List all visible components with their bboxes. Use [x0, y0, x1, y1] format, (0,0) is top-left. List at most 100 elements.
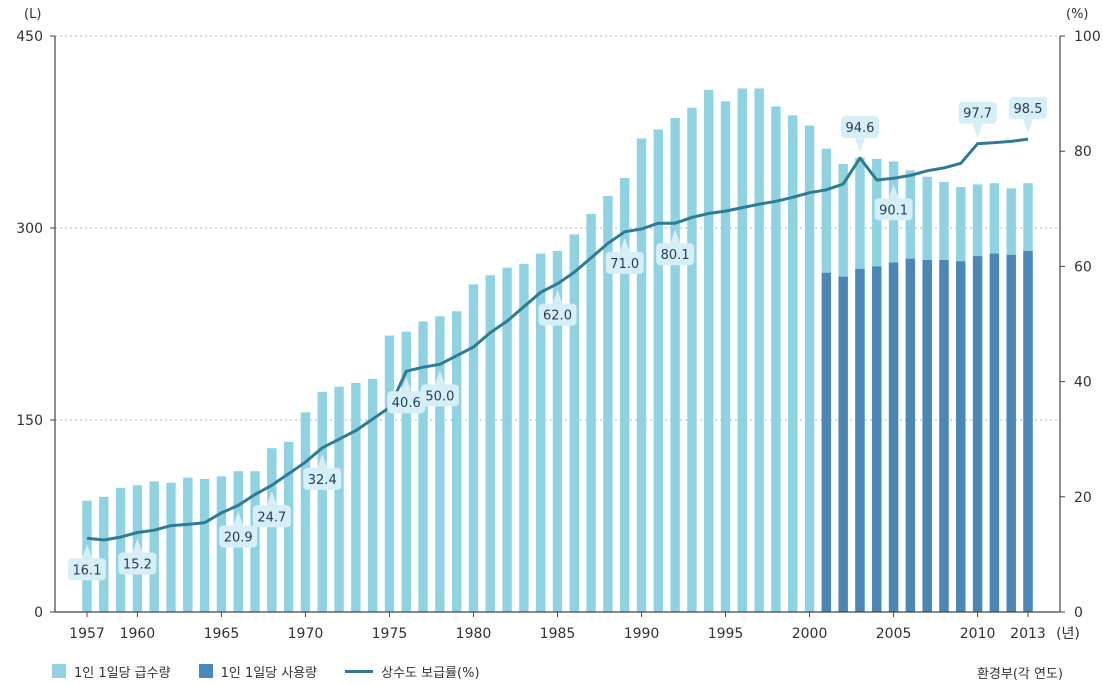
right-tick-label: 40 [1074, 375, 1092, 391]
left-axis-unit: (L) [24, 7, 41, 22]
coverage-rate-line [86, 137, 1029, 542]
data-label: 62.0 [538, 289, 577, 326]
data-label: 24.7 [252, 491, 291, 528]
data-label-pointer [670, 229, 681, 244]
supply-bar [485, 275, 495, 612]
left-tick-label: 450 [16, 29, 43, 45]
supply-bar [401, 331, 411, 612]
data-label-box [840, 116, 879, 139]
data-label: 16.1 [68, 544, 106, 581]
data-label-pointer [132, 538, 143, 553]
data-label-pointer [317, 453, 328, 468]
supply-bar [283, 441, 294, 612]
usage-bar [972, 256, 983, 612]
x-tick-label: 2000 [792, 626, 828, 642]
supply-bar [199, 478, 210, 612]
supply-bar [183, 477, 193, 612]
legend-swatch-rate [345, 669, 374, 673]
data-label-text: 20.9 [224, 530, 253, 545]
supply-bar [351, 382, 361, 612]
data-label: 98.5 [1009, 97, 1047, 134]
supply-bar [636, 138, 647, 612]
left-tick-label: 300 [16, 221, 43, 237]
supply-bar [603, 196, 613, 612]
legend-item-supply: 1인 1일당 급수량 [52, 662, 171, 681]
data-label-pointer [854, 138, 865, 153]
x-tick-label: 1990 [624, 626, 660, 642]
labels-layer: 16.1 15.2 20.9 24.7 32.4 40.6 50.0 62.0 71.0 80.1… [68, 97, 1047, 581]
data-label-text: 94.6 [845, 121, 874, 136]
data-label: 90.1 [874, 184, 913, 221]
data-label-box [1009, 97, 1047, 120]
data-label-box [68, 558, 106, 581]
x-tick-label: 1975 [372, 626, 408, 642]
supply-bar [569, 234, 580, 612]
data-label: 50.0 [420, 370, 459, 407]
data-label-box [605, 251, 644, 274]
bars-layer [82, 88, 1033, 613]
supply-bar [552, 251, 563, 613]
data-label-box [303, 467, 342, 490]
data-label-pointer [266, 491, 277, 506]
x-tick-label: 1980 [456, 626, 492, 642]
data-label-pointer [233, 511, 244, 526]
supply-bar [771, 106, 781, 613]
data-label-text: 16.1 [73, 563, 102, 578]
chart-svg: 0 150 300 450 0 20 40 60 80 100 1957 1960 1965 1970 19… [16, 7, 1101, 642]
supply-bar [317, 391, 327, 612]
data-label-text: 80.1 [661, 248, 690, 263]
supply-bar [737, 88, 748, 613]
usage-bar [922, 260, 932, 612]
line-layer [86, 137, 1029, 542]
x-tick-label: 1970 [288, 626, 324, 642]
right-axis-unit: (%) [1066, 7, 1089, 22]
data-label-box [538, 303, 577, 326]
data-label: 20.9 [219, 511, 258, 548]
x-tick-label: 2010 [960, 626, 996, 642]
supply-bar [620, 178, 630, 612]
supply-bar [267, 448, 277, 612]
supply-bar [586, 213, 596, 613]
usage-bar [939, 260, 949, 612]
data-label-pointer [552, 289, 563, 304]
data-label-box [656, 243, 695, 266]
supply-bar [367, 379, 378, 612]
usage-bar [1023, 251, 1033, 613]
supply-bar [519, 263, 529, 612]
left-tick-label: 150 [16, 413, 43, 429]
x-tick-label: 2013 [1010, 626, 1046, 642]
source-note: 환경부(각 연도) [976, 667, 1063, 682]
data-label-box [420, 384, 459, 407]
data-label-text: 71.0 [610, 257, 639, 272]
data-label-text: 40.6 [392, 396, 421, 411]
x-axis-unit: (년) [1056, 626, 1080, 642]
supply-bar [384, 335, 395, 612]
x-tick-label: 1957 [69, 626, 105, 642]
usage-bar [821, 272, 832, 612]
usage-bar [956, 261, 966, 612]
supply-bar [535, 253, 546, 612]
legend-item-usage: 1인 1일당 사용량 [198, 662, 317, 681]
data-label: 71.0 [605, 237, 644, 274]
supply-bar [300, 412, 311, 612]
supply-bar [704, 89, 714, 612]
data-label-pointer [972, 123, 983, 138]
supply-bar [653, 129, 664, 612]
supply-bar [166, 482, 176, 612]
supply-bar [502, 267, 512, 612]
data-label-text: 97.7 [963, 107, 992, 122]
supply-bar [418, 321, 428, 612]
data-label-box [387, 391, 426, 414]
right-tick-label: 20 [1074, 490, 1092, 506]
x-tick-label: 2005 [876, 626, 912, 642]
data-label-box [219, 525, 258, 548]
legend-item-rate: 상수도 보급률(%) [345, 662, 480, 681]
supply-bar [788, 115, 798, 613]
supply-bar [754, 88, 764, 613]
data-label-pointer [619, 237, 630, 252]
right-tick-label: 100 [1074, 29, 1101, 45]
data-label-pointer [401, 377, 412, 392]
usage-bar [989, 253, 1000, 612]
usage-bar [872, 266, 882, 612]
